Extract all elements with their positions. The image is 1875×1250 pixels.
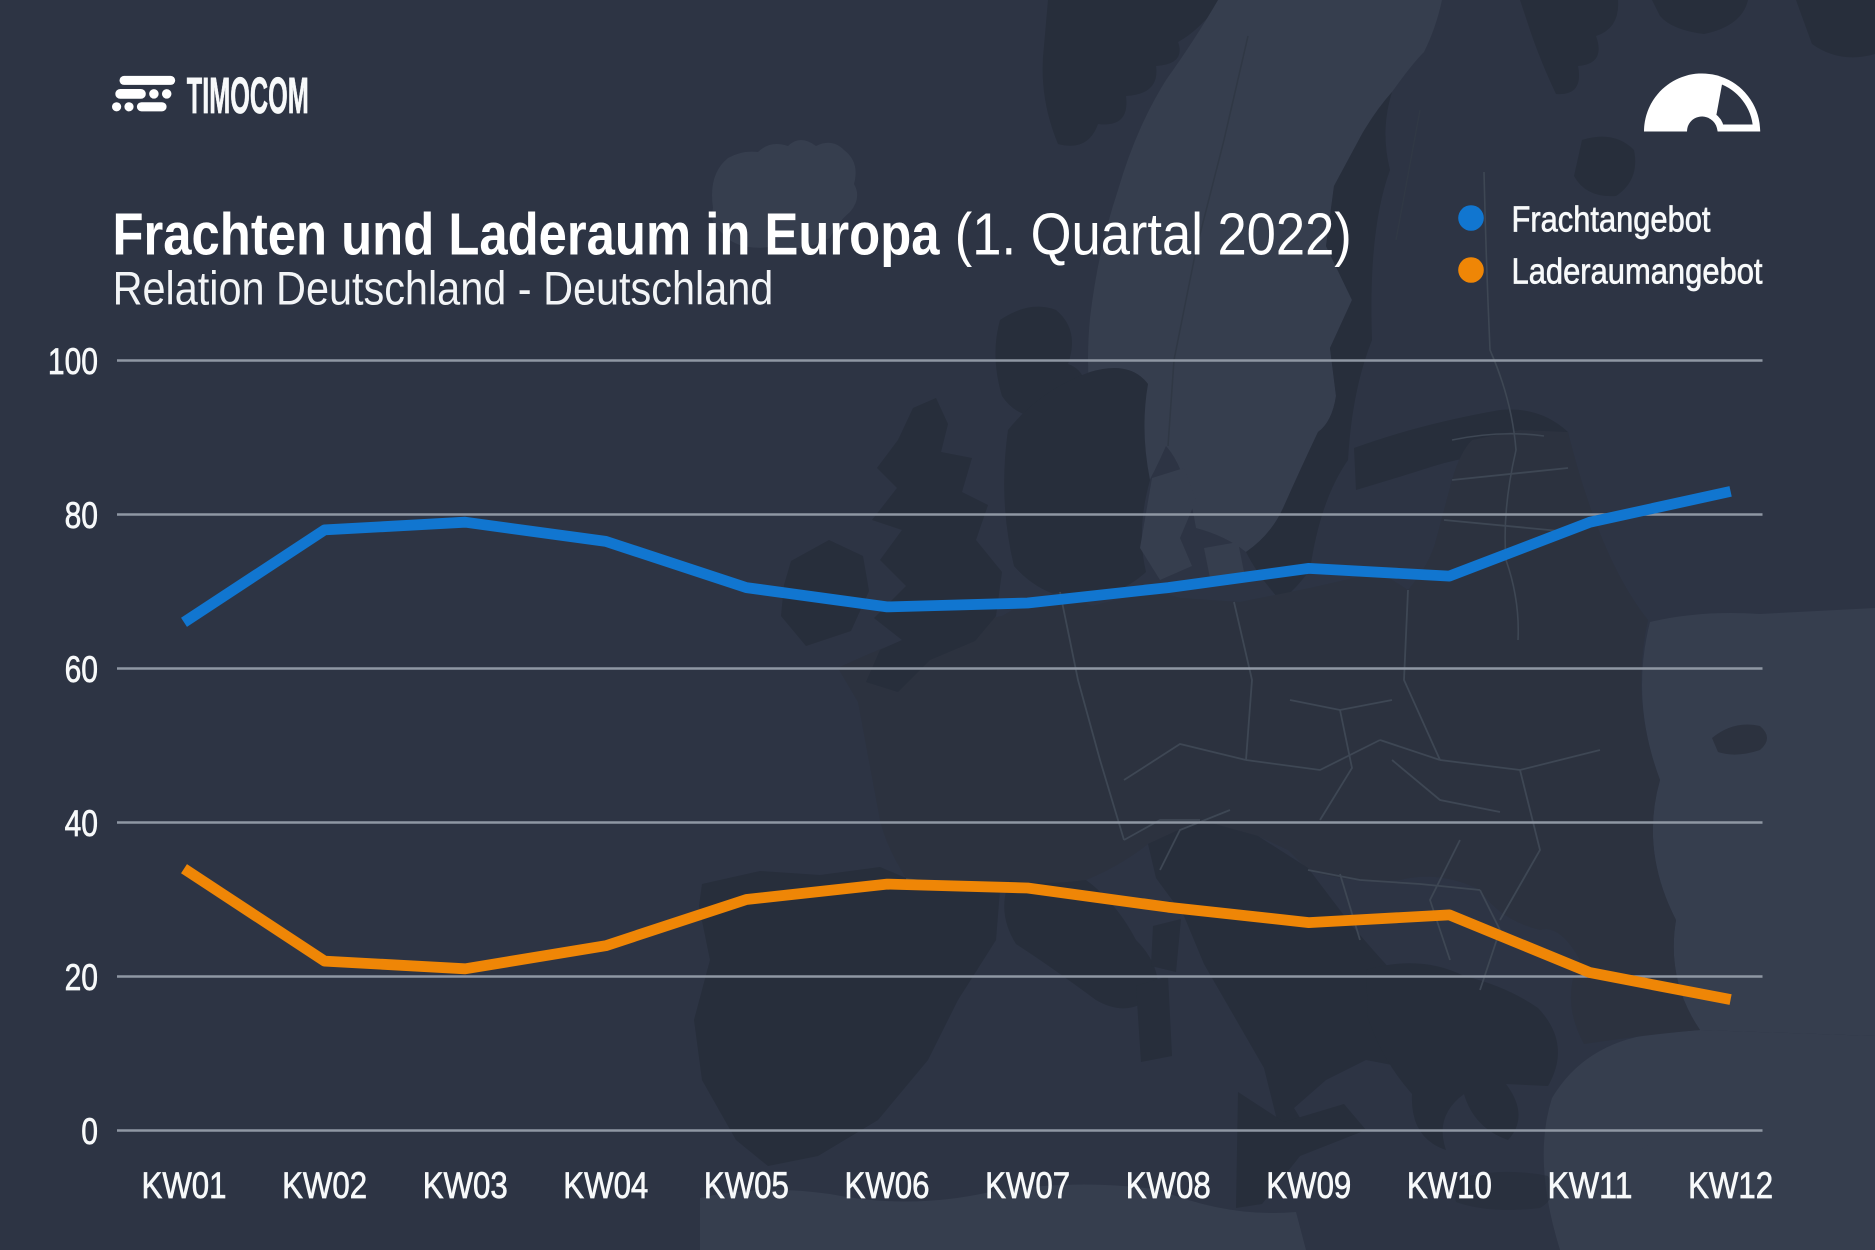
- svg-text:80: 80: [65, 495, 98, 536]
- svg-text:KW03: KW03: [423, 1165, 508, 1206]
- svg-text:KW07: KW07: [985, 1165, 1070, 1206]
- svg-text:40: 40: [65, 803, 98, 844]
- svg-text:KW09: KW09: [1266, 1165, 1351, 1206]
- svg-text:100: 100: [48, 341, 98, 382]
- svg-text:KW02: KW02: [282, 1165, 367, 1206]
- svg-text:Laderaumangebot: Laderaumangebot: [1512, 250, 1763, 291]
- svg-text:Frachtangebot: Frachtangebot: [1512, 198, 1711, 239]
- svg-text:Relation Deutschland - Deutsch: Relation Deutschland - Deutschland: [113, 262, 774, 315]
- svg-text:KW12: KW12: [1688, 1165, 1773, 1206]
- svg-text:KW11: KW11: [1548, 1165, 1633, 1206]
- svg-text:KW10: KW10: [1407, 1165, 1492, 1206]
- svg-text:TIMOCOM: TIMOCOM: [187, 67, 309, 124]
- svg-text:20: 20: [65, 957, 98, 998]
- svg-text:KW04: KW04: [563, 1165, 648, 1206]
- svg-text:KW08: KW08: [1126, 1165, 1211, 1206]
- svg-text:60: 60: [65, 649, 98, 690]
- svg-text:KW06: KW06: [845, 1165, 930, 1206]
- svg-text:0: 0: [81, 1111, 98, 1152]
- svg-text:Frachten und Laderaum in Europ: Frachten und Laderaum in Europa (1. Quart…: [113, 202, 1352, 268]
- svg-text:KW01: KW01: [142, 1165, 227, 1206]
- svg-text:KW05: KW05: [704, 1165, 789, 1206]
